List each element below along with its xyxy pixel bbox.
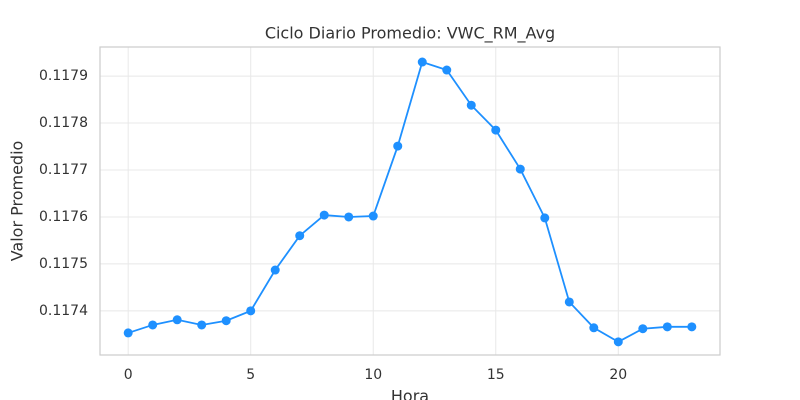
y-tick-label: 0.1178 bbox=[39, 115, 88, 131]
x-tick-label: 10 bbox=[364, 367, 382, 383]
data-point bbox=[221, 316, 231, 326]
data-point bbox=[442, 65, 452, 75]
data-point bbox=[197, 320, 207, 330]
y-axis-label: Valor Promedio bbox=[8, 141, 27, 262]
data-point bbox=[368, 211, 378, 221]
data-point bbox=[687, 322, 697, 332]
data-point bbox=[564, 297, 574, 307]
data-point bbox=[344, 212, 354, 222]
x-tick-label: 0 bbox=[124, 367, 133, 383]
x-tick-label: 5 bbox=[246, 367, 255, 383]
data-point bbox=[393, 141, 403, 151]
data-point bbox=[466, 100, 476, 110]
data-point bbox=[123, 328, 133, 338]
data-point bbox=[295, 231, 305, 241]
y-tick-label: 0.1175 bbox=[39, 256, 88, 272]
data-point bbox=[417, 57, 427, 67]
y-tick-label: 0.1174 bbox=[39, 303, 88, 319]
data-point bbox=[246, 306, 256, 316]
data-point bbox=[491, 125, 501, 135]
data-point bbox=[613, 337, 623, 347]
data-point bbox=[638, 324, 648, 334]
data-point bbox=[540, 213, 550, 223]
chart-title: Ciclo Diario Promedio: VWC_RM_Avg bbox=[265, 24, 555, 44]
y-tick-label: 0.1176 bbox=[39, 209, 88, 225]
x-tick-label: 15 bbox=[487, 367, 505, 383]
plot-frame bbox=[99, 46, 721, 356]
data-point bbox=[515, 164, 525, 174]
data-line bbox=[127, 60, 692, 343]
x-axis-label: Hora bbox=[391, 387, 429, 400]
y-tick-label: 0.1179 bbox=[39, 68, 88, 84]
x-tick-label: 20 bbox=[609, 367, 627, 383]
data-point bbox=[662, 322, 672, 332]
data-point bbox=[270, 265, 280, 275]
data-point bbox=[172, 315, 182, 325]
data-point bbox=[148, 320, 158, 330]
y-tick-label: 0.1177 bbox=[39, 162, 88, 178]
data-point bbox=[589, 323, 599, 333]
data-point bbox=[319, 210, 329, 220]
